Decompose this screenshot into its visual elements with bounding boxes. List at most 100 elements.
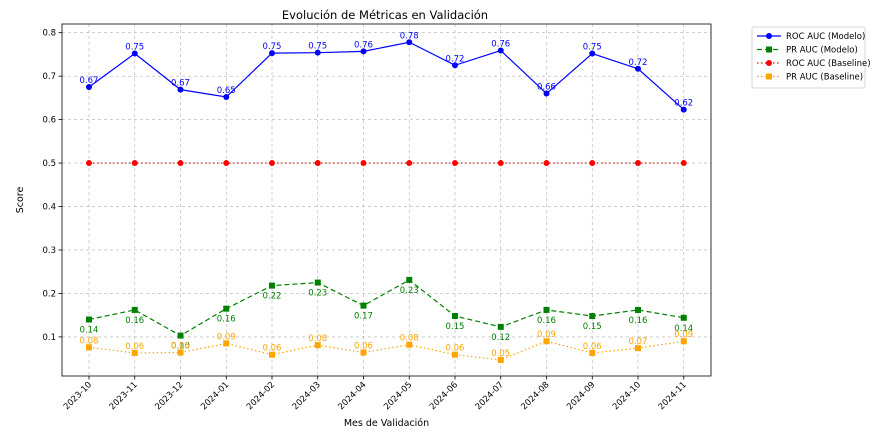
data-point-marker bbox=[497, 323, 504, 330]
data-point-marker bbox=[269, 50, 275, 57]
data-label: 0.75 bbox=[583, 43, 602, 53]
data-point-marker bbox=[589, 50, 596, 57]
data-label: 0.15 bbox=[446, 322, 465, 332]
data-label: 0.06 bbox=[446, 344, 465, 354]
data-label: 0.62 bbox=[674, 99, 693, 109]
legend: ROC AUC (Modelo) PR AUC (Modelo) ROC AUC (… bbox=[751, 26, 871, 89]
data-label: 0.05 bbox=[491, 349, 510, 359]
legend-frame bbox=[751, 26, 866, 89]
y-tick-label: 0.7 bbox=[42, 72, 56, 82]
data-label: 0.72 bbox=[446, 54, 465, 64]
data-point-marker bbox=[86, 160, 92, 167]
data-label: 0.06 bbox=[583, 342, 602, 352]
data-point-marker bbox=[223, 94, 230, 101]
x-tick-label: 2024-08 bbox=[519, 380, 551, 412]
data-point-marker bbox=[177, 349, 184, 356]
series-2 bbox=[86, 160, 687, 167]
data-point-marker bbox=[177, 332, 184, 339]
data-point-marker bbox=[635, 65, 641, 72]
data-label: 0.23 bbox=[400, 286, 419, 296]
series-line bbox=[88, 279, 684, 337]
y-tick-label: 0.3 bbox=[42, 246, 56, 256]
data-point-marker bbox=[406, 341, 413, 348]
data-point-marker bbox=[131, 160, 138, 167]
chart-title: Evolución de Métricas en Validación bbox=[282, 8, 488, 22]
x-tick-label: 2024-07 bbox=[474, 380, 506, 412]
data-label: 0.78 bbox=[400, 31, 419, 41]
data-label: 0.06 bbox=[171, 342, 190, 352]
data-label: 0.66 bbox=[537, 83, 556, 93]
data-label: 0.06 bbox=[354, 342, 373, 352]
data-point-marker bbox=[86, 344, 92, 351]
y-tick-label: 0.4 bbox=[42, 203, 56, 213]
data-label: 0.16 bbox=[629, 316, 648, 326]
legend-entry: PR AUC (Modelo) bbox=[757, 46, 858, 56]
data-label: 0.17 bbox=[354, 312, 373, 322]
data-point-marker bbox=[223, 305, 230, 312]
legend-swatch-marker bbox=[766, 60, 772, 66]
data-point-marker bbox=[680, 106, 687, 113]
x-tick-label: 2024-05 bbox=[382, 380, 414, 412]
data-point-marker bbox=[360, 349, 367, 356]
data-label: 0.23 bbox=[308, 289, 327, 299]
data-label: 0.72 bbox=[629, 58, 648, 68]
data-point-marker bbox=[543, 338, 550, 345]
data-label: 0.75 bbox=[308, 42, 327, 52]
data-label: 0.75 bbox=[125, 43, 144, 53]
data-point-marker bbox=[543, 90, 550, 97]
data-point-marker bbox=[497, 160, 504, 167]
legend-swatch-marker bbox=[766, 46, 772, 53]
x-axis-title: Mes de Validación bbox=[344, 418, 429, 429]
data-label: 0.22 bbox=[263, 292, 282, 302]
x-tick-label: 2024-04 bbox=[336, 380, 368, 412]
y-tick-label: 0.5 bbox=[42, 159, 56, 169]
data-point-marker bbox=[131, 306, 138, 313]
data-point-marker bbox=[131, 349, 138, 356]
data-point-marker bbox=[86, 316, 92, 323]
data-point-marker bbox=[497, 47, 504, 54]
x-tick-label: 2023-10 bbox=[62, 380, 94, 412]
data-label: 0.10 bbox=[171, 342, 190, 352]
data-point-marker bbox=[452, 313, 458, 320]
data-point-marker bbox=[314, 49, 321, 56]
data-point-marker bbox=[497, 356, 504, 363]
data-label: 0.09 bbox=[217, 332, 236, 342]
y-tick-label: 0.1 bbox=[42, 333, 56, 343]
data-point-marker bbox=[360, 302, 367, 309]
x-tick-label: 2024-09 bbox=[565, 380, 597, 412]
data-label: 0.67 bbox=[80, 76, 99, 86]
data-point-marker bbox=[360, 160, 367, 167]
data-label: 0.16 bbox=[217, 315, 236, 325]
data-point-marker bbox=[406, 276, 413, 283]
data-label: 0.14 bbox=[80, 326, 99, 336]
data-point-marker bbox=[177, 160, 184, 167]
data-label: 0.08 bbox=[400, 334, 419, 344]
data-point-marker bbox=[406, 39, 413, 46]
x-tick-label: 2024-10 bbox=[611, 380, 643, 412]
legend-label: ROC AUC (Baseline) bbox=[786, 59, 871, 69]
data-point-marker bbox=[589, 160, 596, 167]
data-label: 0.76 bbox=[354, 40, 373, 50]
legend-entry: PR AUC (Baseline) bbox=[757, 73, 863, 83]
data-point-marker bbox=[680, 338, 687, 345]
series-3 bbox=[86, 338, 687, 363]
data-label: 0.16 bbox=[537, 316, 556, 326]
legend-entry: ROC AUC (Modelo) bbox=[757, 32, 865, 42]
y-axis-title: Score bbox=[15, 187, 26, 214]
data-point-marker bbox=[86, 84, 92, 91]
data-label: 0.06 bbox=[263, 344, 282, 354]
data-point-marker bbox=[452, 160, 458, 167]
data-point-marker bbox=[269, 351, 275, 358]
data-point-marker bbox=[680, 314, 687, 321]
series-1 bbox=[86, 276, 687, 339]
x-tick-label: 2024-02 bbox=[245, 380, 277, 412]
data-point-marker bbox=[131, 50, 138, 57]
y-tick-label: 0.2 bbox=[42, 289, 56, 299]
data-point-marker bbox=[223, 160, 230, 167]
x-tick-label: 2024-03 bbox=[291, 380, 323, 412]
data-label: 0.14 bbox=[674, 324, 693, 334]
data-point-marker bbox=[177, 86, 184, 93]
x-tick-label: 2024-06 bbox=[428, 380, 460, 412]
data-point-marker bbox=[269, 282, 275, 289]
